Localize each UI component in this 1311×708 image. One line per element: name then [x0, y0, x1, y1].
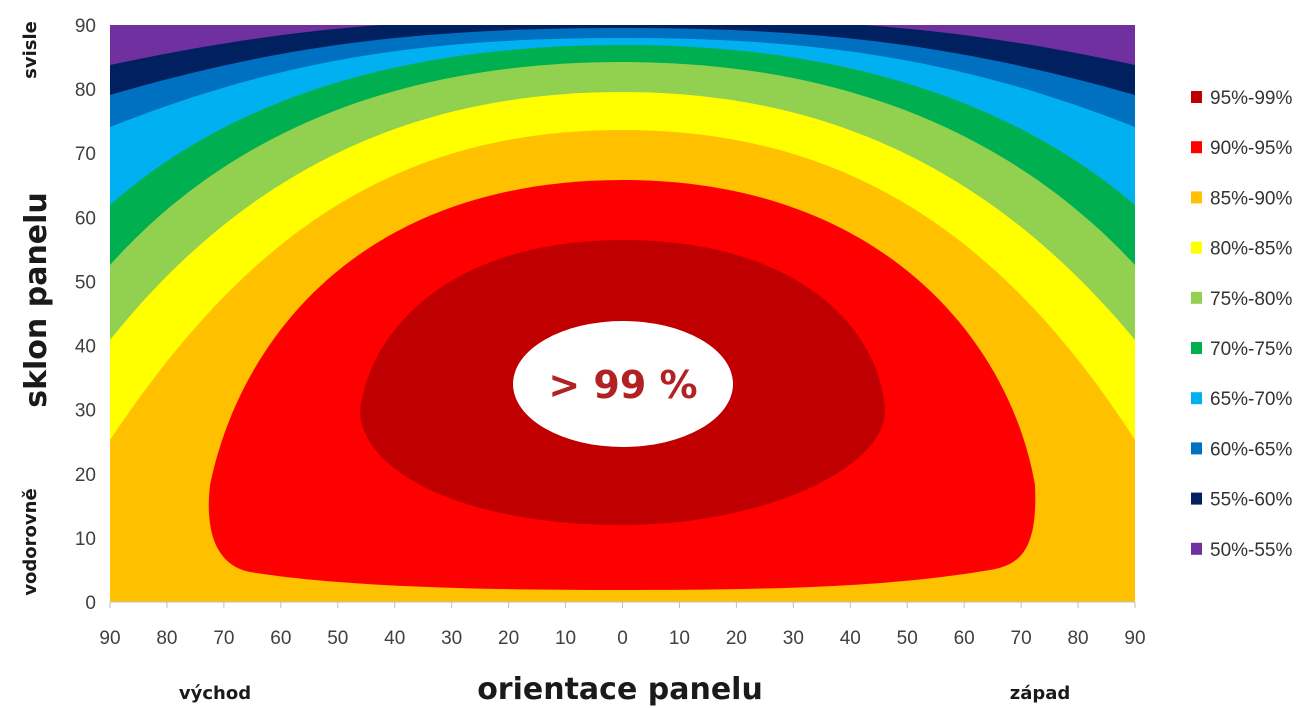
- y-axis-title: sklon panelu: [19, 192, 54, 408]
- legend-label: 95%-99%: [1210, 88, 1292, 109]
- y-tick-label: 50: [75, 272, 96, 293]
- legend-label: 80%-85%: [1210, 239, 1292, 260]
- legend-swatch: [1191, 291, 1202, 304]
- x-tick-label: 40: [840, 628, 861, 649]
- x-tick-label: 60: [954, 628, 975, 649]
- x-tick-labels: 90 80 70 60 50 40 30 20 10 0 10 20 30 40 50 60 70 80 90: [99, 602, 1146, 649]
- legend-swatch: [1191, 241, 1202, 254]
- legend-swatch: [1191, 392, 1202, 405]
- x-tick-label: 10: [555, 628, 576, 649]
- y-tick-label: 80: [75, 80, 96, 101]
- x-tick-label: 10: [669, 628, 690, 649]
- y-tick-label: 40: [75, 337, 96, 358]
- legend-label: 90%-95%: [1210, 138, 1292, 159]
- x-side-label-left: východ: [179, 683, 251, 704]
- x-tick-label: 70: [213, 628, 234, 649]
- x-tick-label: 90: [99, 628, 120, 649]
- x-tick-label: 20: [726, 628, 747, 649]
- y-tick-label: 60: [75, 208, 96, 229]
- y-tick-label: 20: [75, 465, 96, 486]
- y-tick-label: 10: [75, 529, 96, 550]
- legend-label: 60%-65%: [1210, 439, 1292, 460]
- contour-bands: [110, 25, 1135, 602]
- x-axis-title: orientace panelu: [477, 672, 763, 707]
- band-over-99: [513, 321, 733, 447]
- y-side-label-top: svisle: [20, 21, 41, 79]
- x-tick-label: 60: [270, 628, 291, 649]
- legend-swatch: [1191, 141, 1202, 154]
- x-tick-label: 50: [897, 628, 918, 649]
- legend-label: 55%-60%: [1210, 490, 1292, 511]
- x-tick-label: 30: [441, 628, 462, 649]
- legend-swatch: [1191, 542, 1202, 555]
- legend-swatch: [1191, 191, 1202, 204]
- x-side-label-right: západ: [1010, 683, 1071, 704]
- legend-label: 75%-80%: [1210, 289, 1292, 310]
- legend-swatch: [1191, 342, 1202, 354]
- x-tick-label: 80: [156, 628, 177, 649]
- y-tick-label: 70: [75, 144, 96, 165]
- y-side-label-bottom: vodorovně: [20, 488, 41, 595]
- legend-swatch: [1191, 442, 1202, 455]
- x-tick-label: 40: [384, 628, 405, 649]
- legend-label: 65%-70%: [1210, 389, 1292, 410]
- legend-label: 50%-55%: [1210, 540, 1292, 561]
- x-tick-label: 20: [498, 628, 519, 649]
- y-tick-label: 90: [75, 16, 96, 37]
- y-tick-labels: 0 10 20 30 40 50 60 70 80 90: [75, 16, 96, 614]
- x-tick-label: 50: [327, 628, 348, 649]
- legend-label: 85%-90%: [1210, 188, 1292, 209]
- peak-label: > 99 %: [548, 363, 697, 407]
- legend-label: 70%-75%: [1210, 339, 1292, 360]
- legend-swatch: [1191, 91, 1202, 103]
- x-tick-label: 90: [1124, 628, 1145, 649]
- x-tick-label: 80: [1067, 628, 1088, 649]
- legend-swatch: [1191, 492, 1202, 505]
- y-tick-label: 30: [75, 401, 96, 422]
- axes: 90 80 70 60 50 40 30 20 10 0 10 20 30 40 50 60 70 80 90 0 1…: [75, 16, 1146, 649]
- x-tick-label: 0: [617, 628, 628, 649]
- y-tick-label: 0: [85, 593, 96, 614]
- x-tick-label: 70: [1011, 628, 1032, 649]
- legend: 95%-99% 90%-95% 85%-90% 80%-85% 75%-80% 70%-7…: [1191, 88, 1292, 561]
- x-tick-label: 30: [783, 628, 804, 649]
